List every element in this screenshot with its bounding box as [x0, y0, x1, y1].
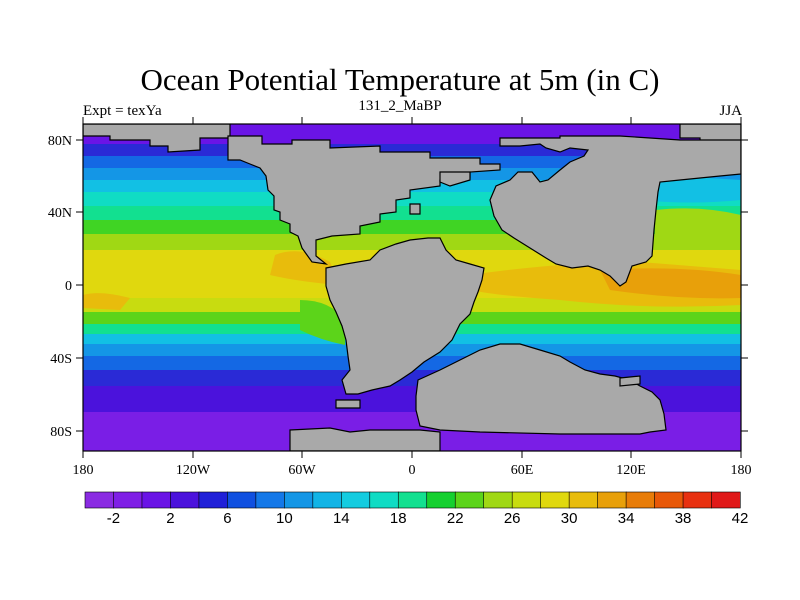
lon-tick-label: 120W: [176, 463, 211, 478]
longitude-axis: [82, 117, 742, 458]
season-label: JJA: [719, 103, 742, 119]
colorbar-label: 18: [390, 510, 407, 527]
lat-tick-label: 80N: [48, 134, 72, 149]
colorbar-label: 26: [504, 510, 521, 527]
colorbar-label: -2: [107, 510, 120, 527]
colorbar-swatch: [84, 491, 115, 509]
lat-tick-label: 80S: [50, 425, 72, 440]
colorbar-swatch: [682, 491, 713, 509]
colorbar-label: 14: [333, 510, 350, 527]
land-masses: [83, 124, 741, 451]
colorbar-label: 22: [447, 510, 464, 527]
lon-tick-label: 60E: [511, 463, 534, 478]
lon-tick-label: 0: [409, 463, 416, 478]
colorbar-swatch: [511, 491, 542, 509]
map-title: Ocean Potential Temperature at 5m (in C): [140, 62, 660, 97]
colorbar-swatch: [568, 491, 599, 509]
colorbar-label: 10: [276, 510, 293, 527]
colorbar-swatch: [625, 491, 656, 509]
small-island-south: [335, 399, 361, 409]
colorbar-swatch: [654, 491, 684, 509]
colorbar-swatch: [312, 491, 342, 509]
lat-tick-label: 40S: [50, 352, 72, 367]
colorbar-swatch: [170, 491, 200, 509]
colorbar-swatch: [284, 491, 314, 509]
colorbar-label: 30: [561, 510, 578, 527]
lon-tick-label: 180: [731, 463, 752, 478]
colorbar-swatch: [198, 491, 228, 509]
colorbar-swatch: [597, 491, 627, 509]
colorbar-swatch: [454, 491, 485, 509]
lon-tick-label: 120E: [616, 463, 646, 478]
small-island-east: [619, 375, 641, 387]
colorbar-swatch: [255, 491, 285, 509]
lon-tick-label: 60W: [288, 463, 316, 478]
colorbar-label: 42: [732, 510, 749, 527]
colorbar-swatch: [483, 491, 513, 509]
colorbar-swatch: [711, 491, 741, 509]
colorbar: -2 2 6 10 14 18 22 26 30 34 38 42: [84, 491, 749, 527]
run-label: 131_2_MaBP: [358, 98, 442, 114]
latitude-axis: [76, 139, 748, 432]
colorbar-label: 34: [618, 510, 635, 527]
lon-tick-label: 180: [73, 463, 94, 478]
arctic-land-west: [83, 124, 231, 153]
colorbar-swatch: [369, 491, 399, 509]
northwest-continent: [227, 135, 501, 265]
experiment-label: Expt = texYa: [83, 103, 162, 119]
north-sea-land: [439, 171, 471, 187]
colorbar-swatch: [141, 491, 172, 509]
atlantic-island: [409, 203, 421, 215]
colorbar-label: 6: [223, 510, 231, 527]
colorbar-swatch: [426, 491, 456, 509]
ice-shelf-west: [289, 427, 441, 451]
colorbar-swatch: [397, 491, 428, 509]
southern-continent: [415, 343, 667, 435]
colorbar-swatch: [227, 491, 257, 509]
colorbar-label: 38: [675, 510, 692, 527]
northeast-continent: [489, 135, 741, 287]
lat-tick-label: 0: [65, 279, 72, 294]
colorbar-swatch: [340, 491, 371, 509]
southwest-continent: [325, 237, 485, 395]
colorbar-swatch: [113, 491, 143, 509]
lat-tick-label: 40N: [48, 206, 72, 221]
colorbar-label: 2: [166, 510, 174, 527]
colorbar-swatch: [540, 491, 570, 509]
